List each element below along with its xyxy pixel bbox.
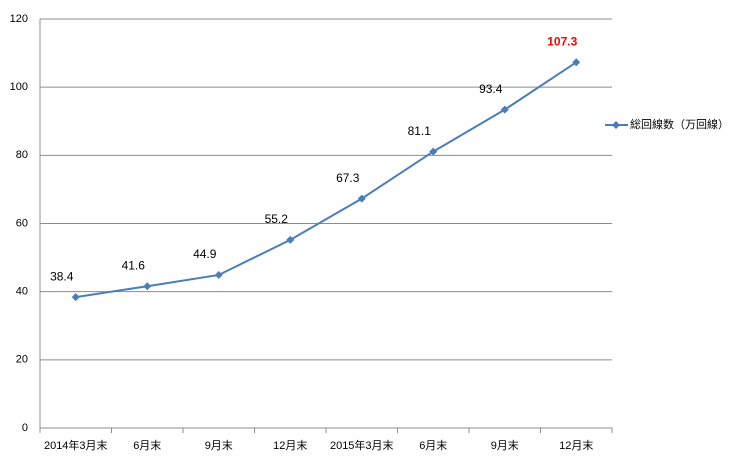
- line: [75, 61, 577, 299]
- x-tick-label: 12月末: [559, 438, 593, 452]
- y-tick-label: 80: [16, 149, 28, 161]
- marker: [143, 282, 152, 291]
- x-tick-label: 6月末: [419, 438, 447, 452]
- value-label: 41.6: [122, 258, 146, 272]
- value-label: 44.9: [193, 247, 217, 261]
- value-label: 81.1: [408, 124, 432, 138]
- marker: [286, 235, 295, 244]
- marker: [500, 105, 509, 114]
- x-tick-label: 12月末: [273, 438, 307, 452]
- x-tick-label: 9月末: [205, 438, 233, 452]
- x-tick-label: 2014年3月末: [44, 438, 108, 452]
- value-label: 38.4: [50, 269, 74, 283]
- marker: [429, 147, 438, 156]
- value-label: 107.3: [547, 34, 577, 48]
- value-label: 93.4: [479, 82, 503, 96]
- value-label: 67.3: [336, 171, 360, 185]
- x-tick-label: 6月末: [133, 438, 161, 452]
- y-tick-label: 40: [16, 286, 28, 298]
- value-label: 55.2: [265, 212, 289, 226]
- y-tick-label: 20: [16, 354, 28, 366]
- y-tick-label: 0: [22, 422, 28, 434]
- y-tick-label: 120: [10, 13, 28, 25]
- legend-marker: [612, 121, 620, 129]
- y-tick-label: 100: [10, 81, 28, 93]
- legend-label: 総回線数（万回線）: [630, 117, 729, 131]
- marker: [71, 293, 80, 302]
- x-tick-label: 9月末: [491, 438, 519, 452]
- marker: [572, 58, 581, 67]
- x-tick-label: 2015年3月末: [330, 438, 394, 452]
- marker: [214, 270, 223, 279]
- y-tick-label: 60: [16, 217, 28, 229]
- marker: [357, 194, 366, 203]
